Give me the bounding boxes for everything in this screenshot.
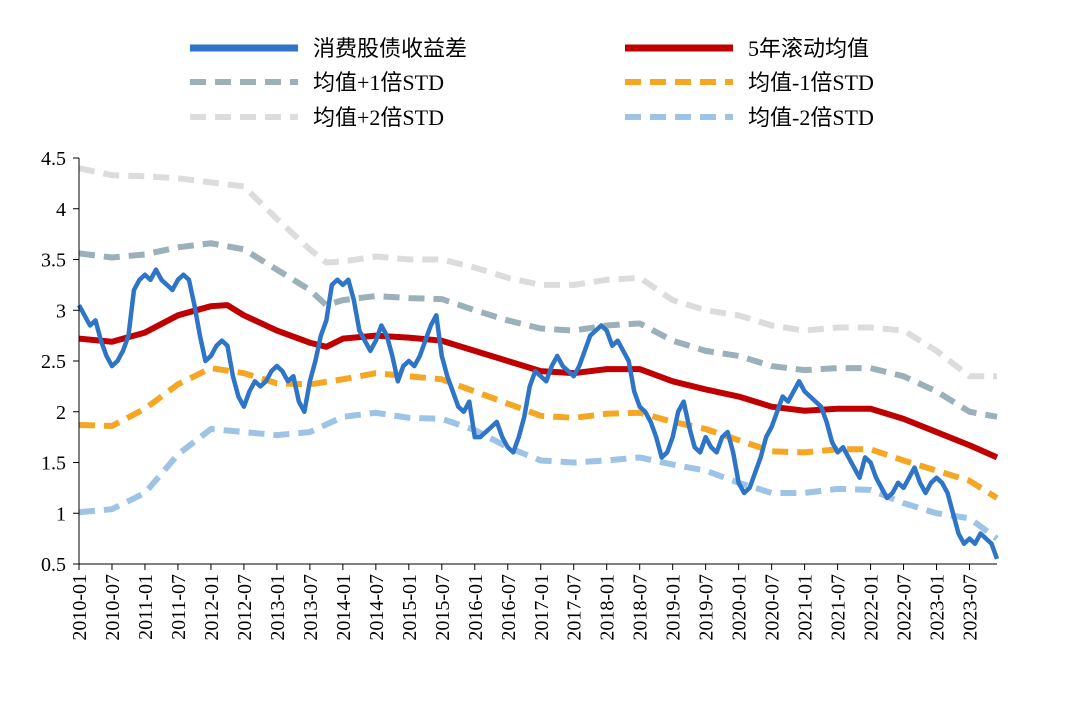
y-tick-label: 1 — [56, 503, 66, 525]
y-tick-label: 0.5 — [41, 554, 66, 576]
y-tick-label: 2 — [56, 402, 66, 424]
legend-label: 均值-1倍STD — [748, 70, 874, 95]
series-line-5 — [78, 409, 999, 542]
x-tick-label: 2020-07 — [762, 574, 784, 641]
x-tick-label: 2020-01 — [729, 574, 751, 641]
x-tick-label: 2010-01 — [69, 574, 91, 641]
x-tick-label: 2013-01 — [267, 574, 289, 641]
series-layer — [77, 165, 1000, 560]
series-line-1 — [78, 302, 999, 461]
y-tick-label: 3 — [56, 300, 66, 322]
x-tick-label: 2013-07 — [300, 574, 322, 641]
x-tick-label: 2022-07 — [894, 574, 916, 641]
x-tick-label: 2011-07 — [168, 574, 190, 640]
x-tick-label: 2014-07 — [366, 574, 388, 641]
x-tick-label: 2016-01 — [465, 574, 487, 641]
x-tick-label: 2021-07 — [828, 574, 850, 641]
x-tick-label: 2012-07 — [234, 574, 256, 641]
x-tick-label: 2023-01 — [927, 574, 949, 641]
series-line-0 — [77, 267, 1000, 560]
x-tick-label: 2014-01 — [333, 574, 355, 641]
plot-area: 0.5 1 1.5 2 2.5 3 3.5 4 4.5 2010-01 2010-07 2011-0… — [41, 148, 1000, 641]
x-tick-label: 2015-01 — [399, 574, 421, 641]
x-tick-label: 2021-01 — [795, 574, 817, 641]
series-line-4 — [78, 165, 997, 380]
x-tick-label: 2011-01 — [135, 574, 157, 640]
x-tick-label: 2023-07 — [960, 574, 982, 641]
series-line-3 — [78, 365, 999, 501]
x-tick-label: 2016-07 — [498, 574, 520, 641]
legend-label: 消费股债收益差 — [313, 36, 467, 61]
legend-label: 5年滚动均值 — [748, 36, 869, 61]
y-tick-label: 1.5 — [41, 453, 66, 475]
x-axis: 2010-01 2010-07 2011-01 2011-07 2012-01 2012-… — [69, 563, 997, 641]
y-tick-label: 2.5 — [41, 351, 66, 373]
y-tick-label: 4 — [56, 199, 66, 221]
x-tick-label: 2022-01 — [861, 574, 883, 641]
legend-label: 均值+2倍STD — [313, 105, 444, 130]
x-tick-label: 2018-01 — [597, 574, 619, 641]
x-tick-label: 2010-07 — [102, 574, 124, 641]
x-tick-label: 2017-07 — [564, 574, 586, 641]
x-tick-label: 2018-07 — [630, 574, 652, 641]
legend-label: 均值-2倍STD — [748, 105, 874, 130]
y-tick-label: 4.5 — [41, 148, 66, 170]
x-tick-label: 2019-01 — [663, 574, 685, 641]
series-line-2 — [78, 240, 998, 420]
x-tick-label: 2017-01 — [531, 574, 553, 641]
x-tick-label: 2012-01 — [201, 574, 223, 641]
y-tick-label: 3.5 — [41, 250, 66, 272]
y-axis: 0.5 1 1.5 2 2.5 3 3.5 4 4.5 — [41, 148, 80, 576]
x-tick-label: 2019-07 — [696, 574, 718, 641]
x-tick-label: 2015-07 — [432, 574, 454, 641]
legend-label: 均值+1倍STD — [313, 70, 444, 95]
